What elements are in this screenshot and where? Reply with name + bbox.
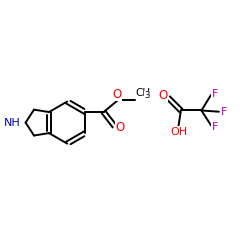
Text: OH: OH: [170, 126, 188, 136]
Text: CH: CH: [136, 88, 150, 98]
Text: O: O: [115, 121, 124, 134]
Text: 3: 3: [144, 91, 149, 100]
Text: O: O: [158, 89, 168, 102]
Text: O: O: [112, 88, 122, 101]
Text: F: F: [212, 88, 218, 99]
Text: F: F: [220, 107, 227, 117]
Text: NH: NH: [4, 118, 20, 128]
Text: F: F: [212, 122, 218, 132]
